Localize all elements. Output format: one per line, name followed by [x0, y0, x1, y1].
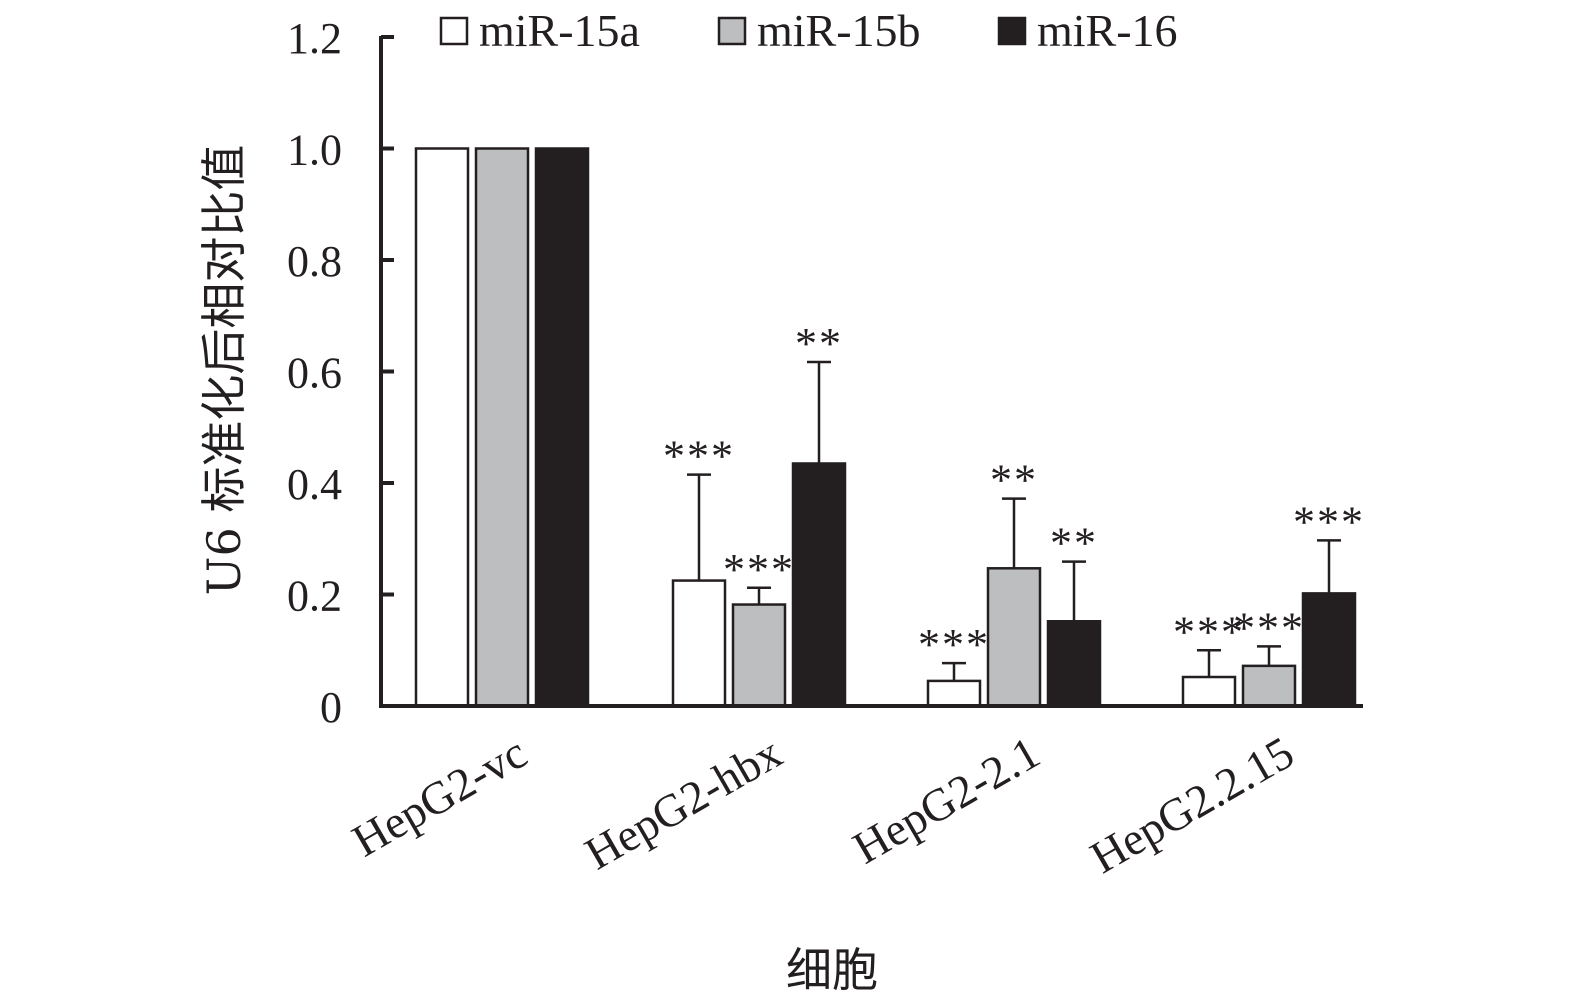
x-category-label: HepG2-hbx — [576, 726, 790, 879]
x-category-label: HepG2-vc — [344, 726, 535, 866]
bar — [1046, 620, 1102, 708]
bar — [534, 147, 590, 708]
bar — [671, 579, 727, 708]
bar — [1241, 664, 1297, 708]
y-tick-label: 1.2 — [287, 14, 342, 63]
y-tick-label: 1.0 — [287, 126, 342, 175]
significance-label: *** — [663, 432, 735, 481]
significance-label: ** — [990, 456, 1038, 505]
y-tick-label: 0.2 — [287, 572, 342, 621]
y-tick-label: 0.6 — [287, 349, 342, 398]
bar — [791, 462, 847, 708]
legend-label: miR-15b — [757, 5, 921, 56]
bar — [1181, 675, 1237, 708]
legend-label: miR-16 — [1037, 5, 1178, 56]
bar — [414, 147, 470, 708]
significance-label: *** — [1293, 497, 1365, 546]
y-ticks: 0 0.2 0.4 0.6 0.8 1.0 1.2 — [287, 14, 394, 732]
significance-label: *** — [723, 545, 795, 594]
x-category-label: HepG2-2.1 — [844, 726, 1048, 873]
x-category-label: HepG2.2.15 — [1082, 726, 1302, 883]
x-axis-label: 细胞 — [786, 943, 878, 997]
y-axis-label: U6 标准化后相对比值 — [197, 145, 251, 596]
y-tick-label: 0.8 — [287, 237, 342, 286]
bar — [731, 603, 787, 708]
legend-swatch — [717, 16, 747, 46]
significance-label: ** — [1050, 519, 1098, 568]
bars-layer — [414, 147, 1357, 708]
significance-layer: ************************ — [663, 319, 1365, 669]
legend: miR-15a miR-15b miR-16 — [439, 5, 1178, 56]
legend-swatch — [439, 16, 469, 46]
significance-label: ** — [795, 319, 843, 368]
legend-label: miR-15a — [479, 5, 640, 56]
significance-label: *** — [918, 620, 990, 669]
bar — [926, 679, 982, 708]
significance-label: *** — [1233, 603, 1305, 652]
error-bars-layer — [687, 360, 1341, 681]
x-category-labels: HepG2-vc HepG2-hbx HepG2-2.1 HepG2.2.15 — [344, 726, 1302, 883]
y-tick-label: 0.4 — [287, 460, 342, 509]
legend-swatch — [997, 16, 1027, 46]
bar — [1301, 592, 1357, 708]
bar — [474, 147, 530, 708]
y-tick-label: 0 — [320, 683, 342, 732]
significance-label: *** — [1173, 607, 1245, 656]
bar — [986, 567, 1042, 708]
